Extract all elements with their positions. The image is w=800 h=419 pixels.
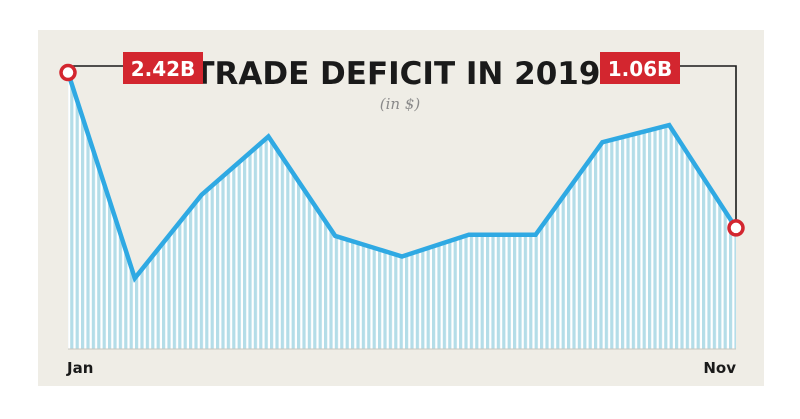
annotation-label-jan: 2.42B [131,57,196,81]
x-tick-label-jan: Jan [66,359,93,377]
annotation-badge-nov [600,52,680,84]
chart-subtitle: (in $) [380,95,421,113]
annotation-jan: 2.42B [123,52,203,84]
series-line [65,71,738,283]
chart-title: TRADE DEFICIT IN 2019* [193,56,616,92]
annotation-connector-nov [680,65,737,221]
x-tick-label-nov: Nov [703,359,736,377]
data-point-nov [727,219,745,237]
annotation-nov: 1.06B [600,52,680,84]
annotation-badge-jan [123,52,203,84]
area-fill [68,72,736,350]
data-point-jan [59,63,77,82]
annotation-label-nov: 1.06B [608,57,673,81]
